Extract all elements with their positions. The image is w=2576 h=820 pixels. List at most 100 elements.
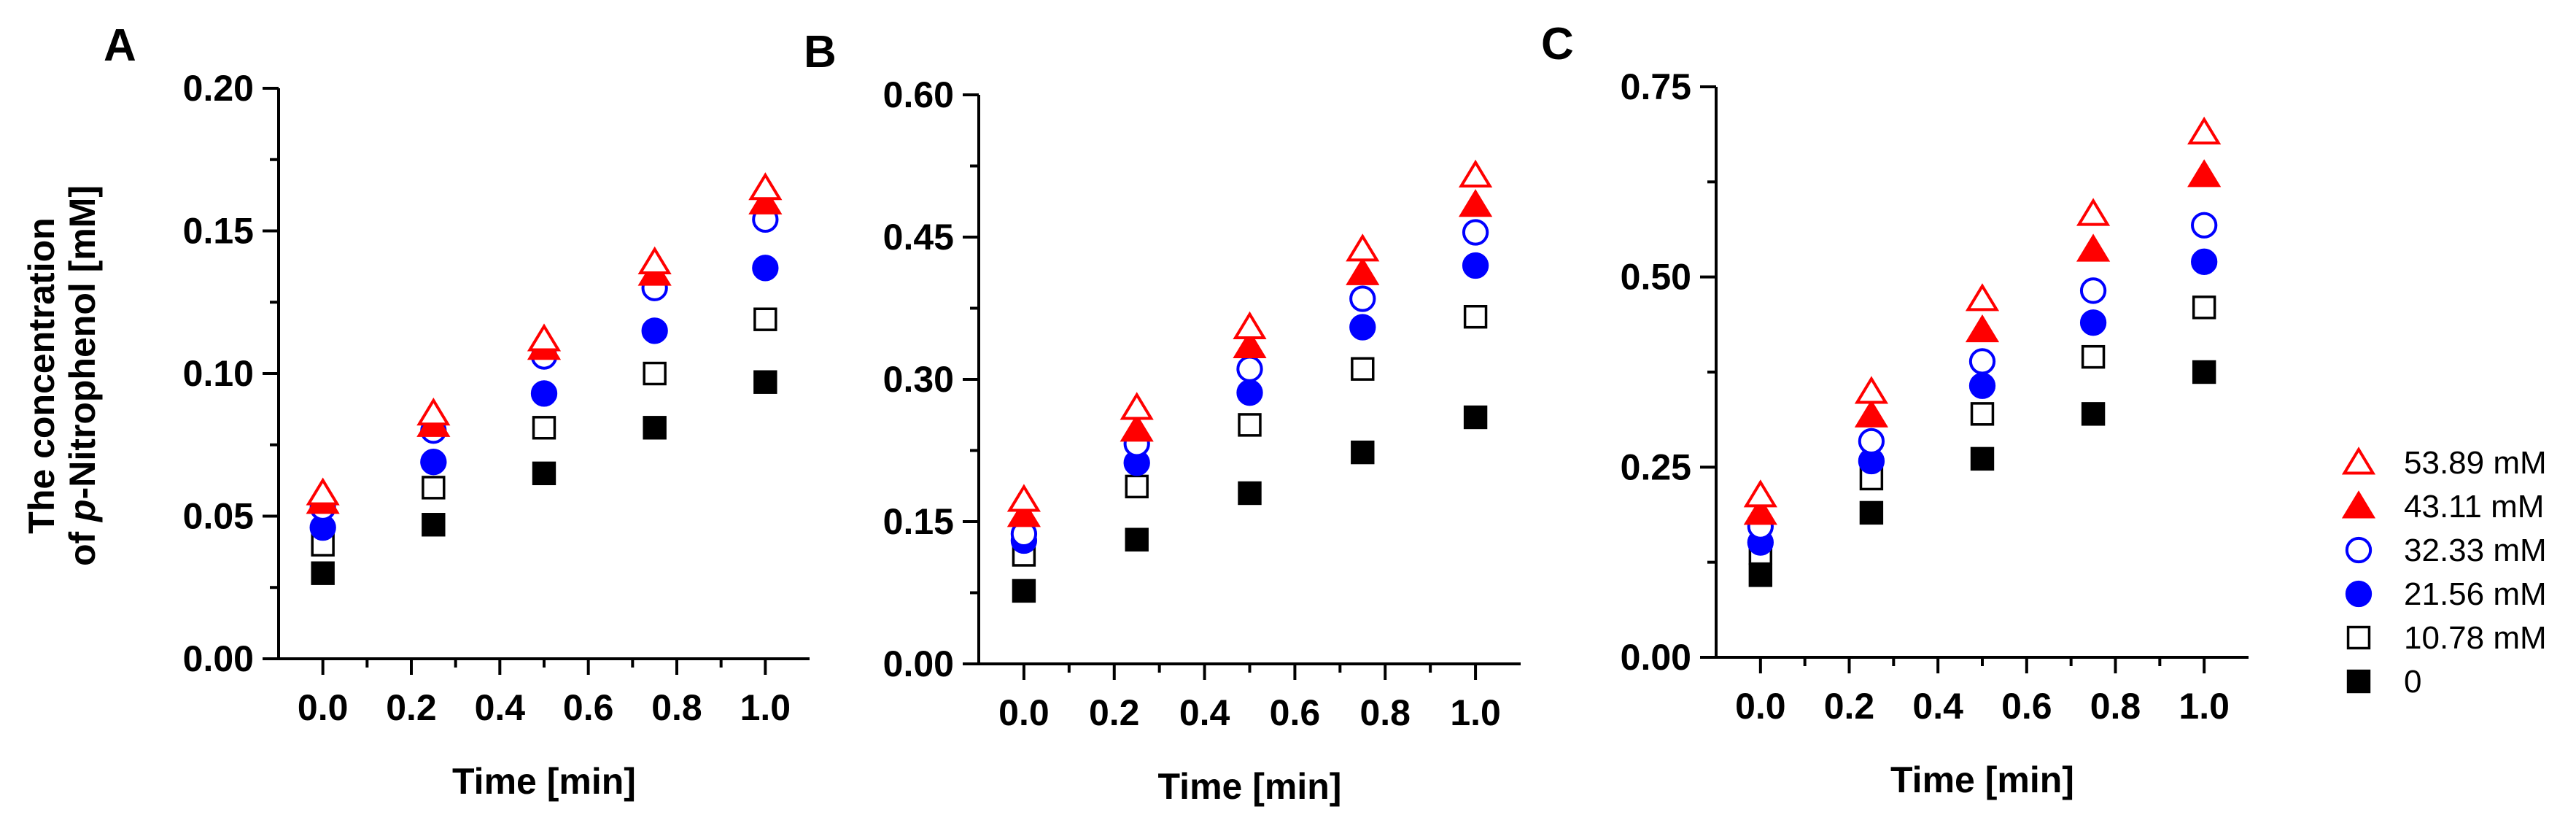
data-point [1965, 283, 2000, 312]
data-point [1238, 481, 1262, 506]
data-point [1463, 305, 1488, 329]
x-tick-label: 0.2 [1089, 692, 1140, 733]
x-tick-label: 0.6 [1270, 692, 1321, 733]
data-point [748, 186, 783, 214]
data-point [1349, 314, 1376, 341]
x-tick-label: 1.0 [2179, 686, 2230, 727]
x-tick-label: 0.6 [2001, 686, 2052, 727]
data-point [2191, 212, 2218, 239]
y-tick-label: 0.10 [183, 353, 254, 394]
shared-ylabel-line2: of p-Nitrophenol [mM] [62, 185, 103, 566]
data-point [1854, 376, 1889, 404]
y-tick-label: 0.45 [883, 217, 954, 258]
legend-item: 0 [2346, 664, 2421, 700]
x-tick-label: 0.0 [1735, 686, 1786, 727]
data-point [752, 255, 779, 282]
panel-b: 0.00 0.15 0.30 0.45 0.60 0.0 0.2 0.4 0.6 0.8 1.0 Ti… [804, 27, 1521, 807]
data-point [643, 361, 667, 386]
data-point [1349, 285, 1376, 312]
y-tick-label: 0.75 [1621, 66, 1691, 107]
x-tick-label: 0.6 [563, 687, 614, 728]
data-point [641, 317, 668, 344]
y-tick-label: 0.15 [883, 501, 954, 542]
data-point [422, 513, 446, 537]
data-point [527, 323, 562, 352]
data-point [1970, 446, 1995, 471]
panel-letter: A [104, 20, 136, 71]
data-point [748, 172, 783, 201]
y-tick-label: 0.00 [883, 643, 954, 684]
x-tick-label: 0.8 [1359, 692, 1411, 733]
data-point [1351, 357, 1375, 381]
data-point [532, 461, 556, 486]
data-point [1748, 563, 1773, 587]
legend-marker [2341, 490, 2376, 519]
data-point [2076, 198, 2111, 226]
y-tick-label: 0.25 [1621, 446, 1691, 487]
data-point [1125, 474, 1149, 499]
x-axis-label: Time [min] [1890, 759, 2074, 800]
data-point [1351, 440, 1375, 465]
data-point [420, 449, 447, 476]
data-point [1236, 355, 1263, 382]
legend-label: 43.11 mM [2404, 489, 2544, 525]
data-point [2081, 344, 2106, 369]
panel-letter: B [804, 27, 837, 77]
data-point [753, 370, 777, 394]
data-point [1462, 219, 1489, 246]
x-tick-label: 0.4 [475, 687, 526, 728]
data-point [422, 476, 446, 500]
y-tick-label: 0.60 [883, 74, 954, 115]
data-point [2081, 402, 2106, 426]
legend-label: 0 [2404, 664, 2421, 700]
x-tick-label: 0.0 [298, 687, 349, 728]
x-tick-label: 0.4 [1179, 692, 1230, 733]
data-point [530, 380, 558, 407]
legend-marker [2341, 446, 2376, 475]
data-point [1233, 330, 1267, 358]
data-point [1859, 500, 1884, 525]
legend-label: 21.56 mM [2404, 576, 2547, 612]
data-point [532, 416, 556, 440]
data-point [1854, 399, 1889, 428]
x-tick-label: 0.4 [1912, 686, 1963, 727]
y-tick-label: 0.15 [183, 211, 254, 252]
data-point [1120, 392, 1154, 420]
legend-item: 10.78 mM [2346, 620, 2547, 656]
data-point [1743, 479, 1777, 508]
x-axis-label: Time [min] [452, 761, 636, 802]
y-tick-label: 0.05 [183, 496, 254, 537]
data-point [2076, 233, 2111, 262]
data-point [1743, 497, 1777, 525]
data-point [1125, 527, 1149, 552]
data-point [1238, 413, 1262, 437]
x-tick-label: 1.0 [740, 687, 791, 728]
data-point [2187, 159, 2222, 187]
legend-label: 32.33 mM [2404, 533, 2547, 568]
data-point [1965, 314, 2000, 343]
legend-item: 21.56 mM [2345, 576, 2547, 612]
legend-label: 10.78 mM [2404, 620, 2547, 656]
y-tick-label: 0.30 [883, 359, 954, 400]
panel-c: 0.00 0.25 0.50 0.75 0.0 0.2 0.4 0.6 0.8 1.0 Time [… [1541, 19, 2249, 800]
data-point [1006, 499, 1041, 527]
panel-a: 0.00 0.05 0.10 0.15 0.20 0.0 0.2 0.4 0.6 0.8 1.0 Ti… [104, 20, 810, 802]
data-point [306, 477, 340, 506]
x-tick-label: 0.8 [651, 687, 702, 728]
data-point [1463, 405, 1488, 430]
data-point [2192, 360, 2216, 384]
data-point [2187, 116, 2222, 145]
data-point [2079, 277, 2107, 304]
panels: 0.00 0.05 0.10 0.15 0.20 0.0 0.2 0.4 0.6 0.8 1.0 Ti… [104, 19, 2249, 807]
data-point [1968, 372, 1996, 399]
x-tick-label: 0.0 [998, 692, 1050, 733]
shared-ylabel-line1: The concentration [21, 217, 62, 533]
y-tick-label: 0.50 [1621, 257, 1691, 298]
legend-marker [2346, 669, 2371, 694]
y-tick-label: 0.00 [1621, 637, 1691, 678]
x-axis-label: Time [min] [1158, 766, 1342, 807]
data-point [1012, 579, 1036, 603]
legend-item: 53.89 mM [2341, 445, 2547, 481]
legend-marker [2345, 536, 2373, 564]
data-point [2079, 309, 2107, 336]
